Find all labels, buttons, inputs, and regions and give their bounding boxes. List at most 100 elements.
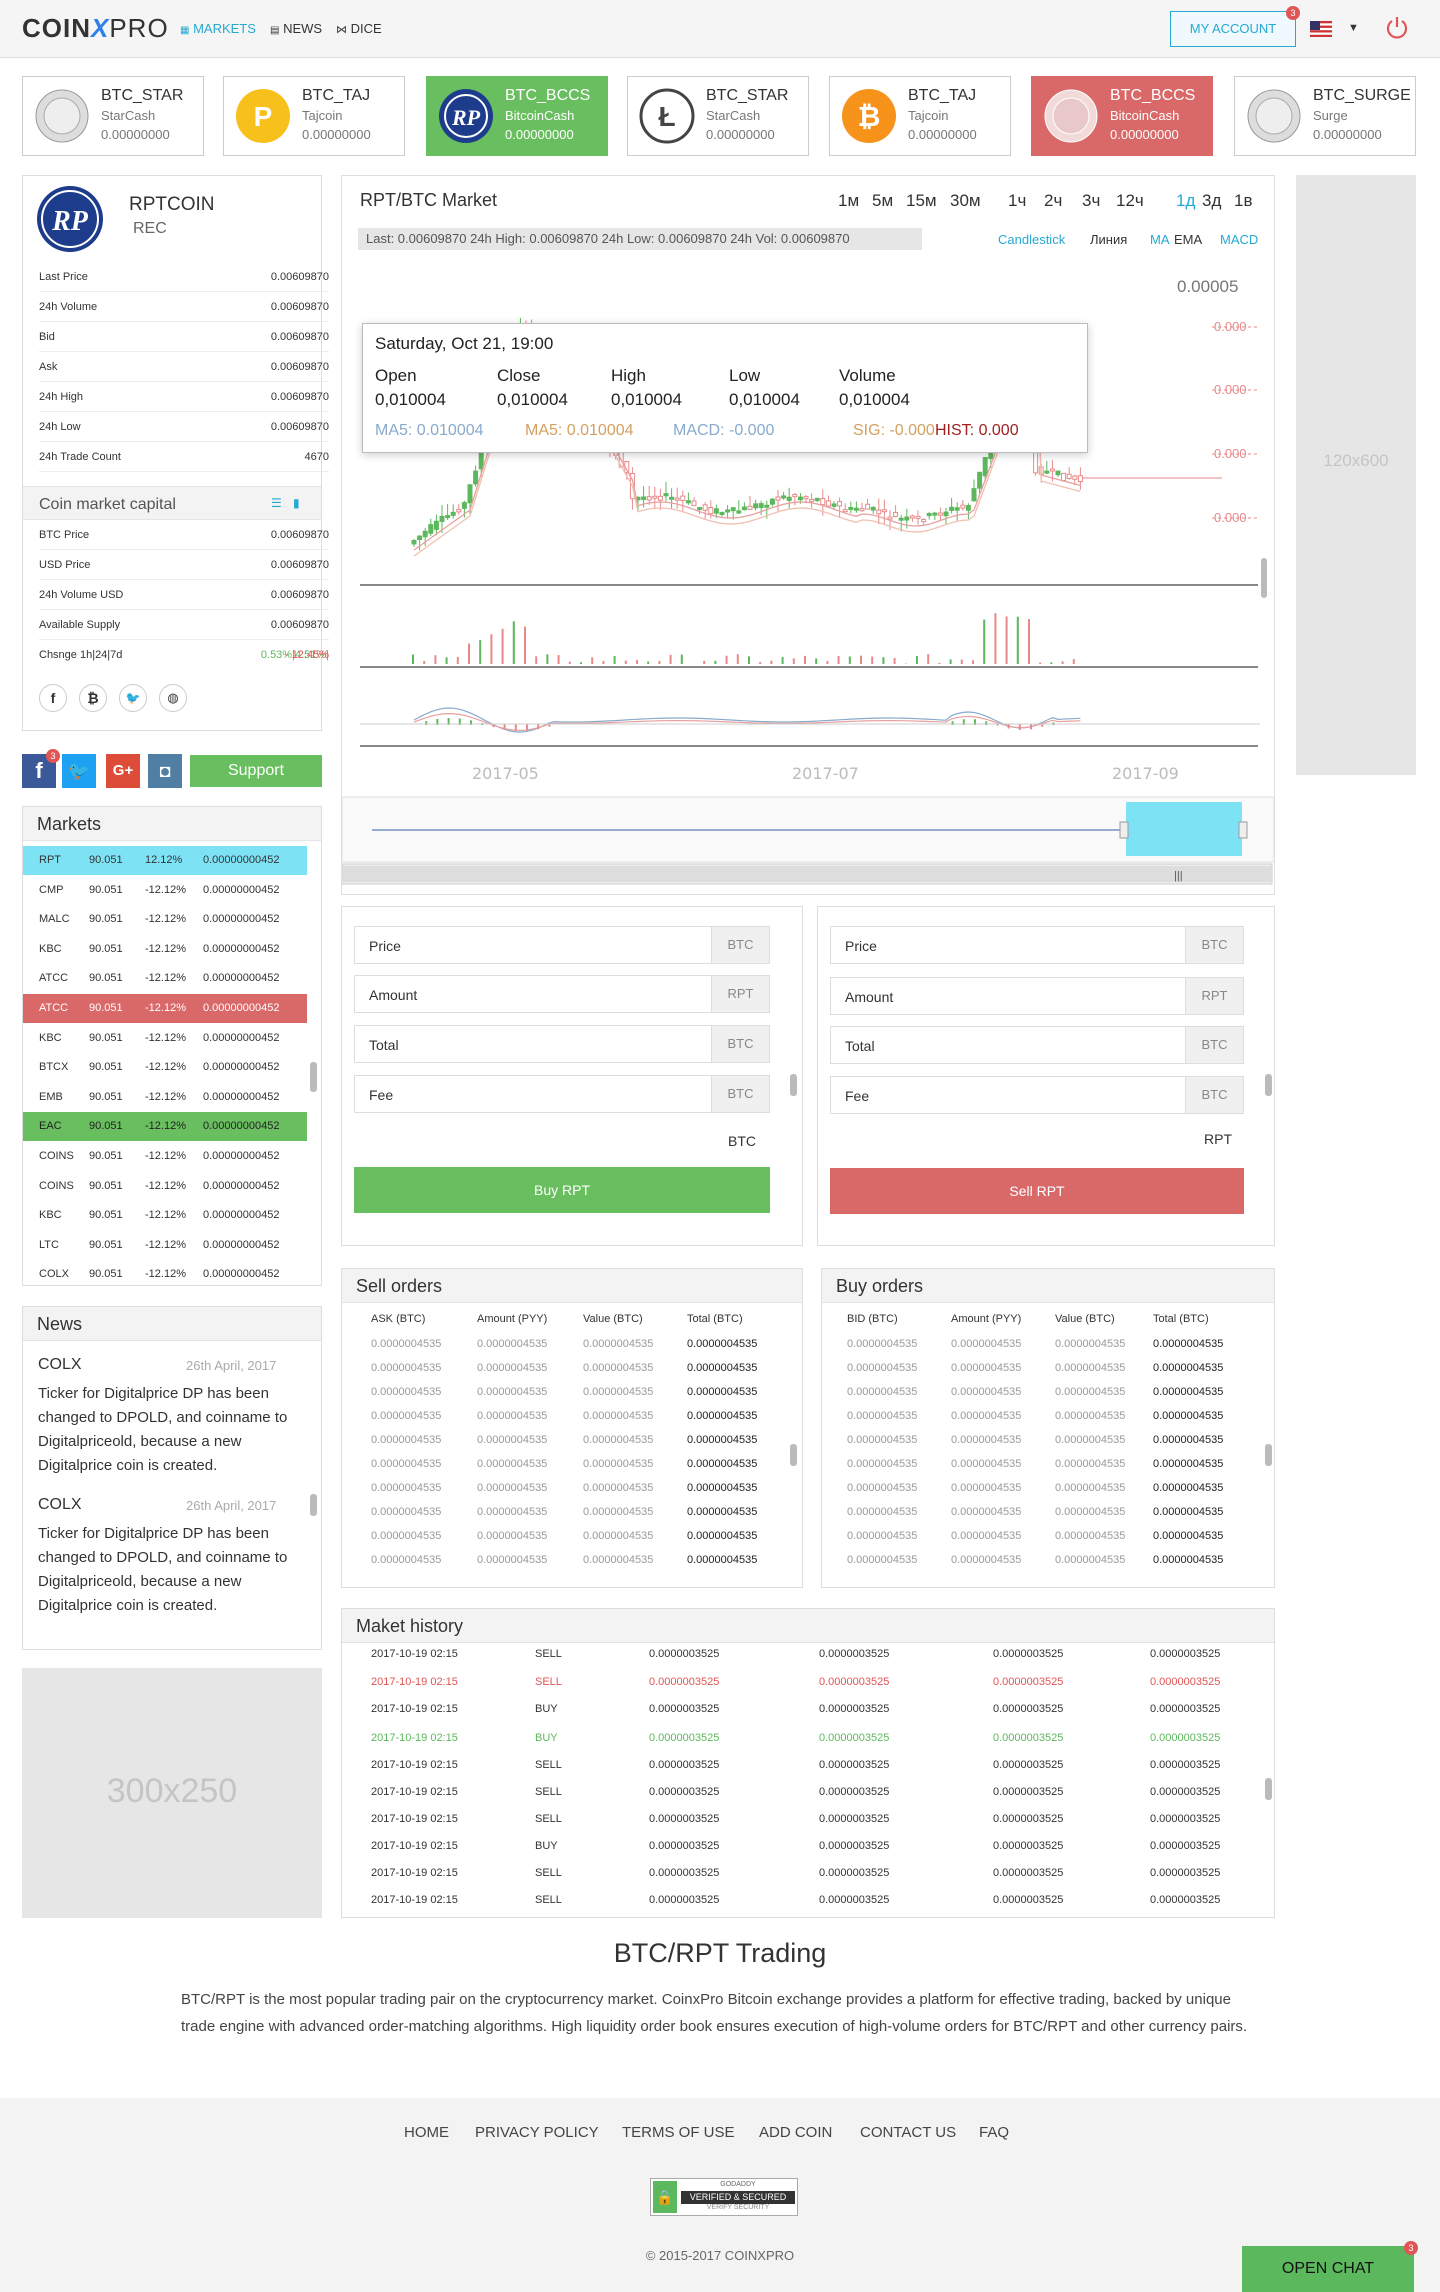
list-view-icon[interactable]: ☰	[271, 496, 282, 510]
interval-1[interactable]: 1м	[838, 191, 860, 210]
godaddy-seal[interactable]: 🔒 GODADDY VERIFIED & SECURED VERIFY SECU…	[650, 2178, 798, 2216]
order-cell[interactable]: 0.0000004535	[371, 1458, 442, 1470]
order-cell[interactable]: 0.0000004535	[847, 1362, 918, 1374]
market-row[interactable]: EMB 90.051 -12.12% 0.00000000452	[23, 1083, 307, 1112]
interval-4[interactable]: 30м	[950, 191, 981, 210]
buy-amount-input[interactable]: Amount RPT	[354, 975, 770, 1013]
twitter-share-icon[interactable]: 🐦	[62, 754, 96, 788]
market-row[interactable]: ATCC 90.051 -12.12% 0.00000000452	[23, 994, 307, 1023]
interval-6[interactable]: 2ч	[1044, 191, 1063, 210]
sell-fee-input[interactable]: Fee BTC	[830, 1076, 1244, 1114]
order-cell[interactable]: 0.0000004535	[371, 1530, 442, 1542]
buy-rpt-button[interactable]: Buy RPT	[354, 1167, 770, 1213]
candlestick-toggle[interactable]: Candlestick	[998, 232, 1066, 247]
interval-7[interactable]: 3ч	[1082, 191, 1101, 210]
line-toggle[interactable]: Линия	[1090, 232, 1128, 247]
navigator-scroll-thumb[interactable]	[342, 866, 1272, 882]
sell-total-input[interactable]: Total BTC	[830, 1026, 1244, 1064]
interval-11[interactable]: 1в	[1234, 191, 1253, 210]
ad-120x600[interactable]: 120x600	[1296, 175, 1416, 775]
order-cell[interactable]: 0.0000004535	[847, 1482, 918, 1494]
coin-card-btc-star[interactable]: BTC_STAR StarCash 0.00000000	[22, 76, 204, 156]
market-row[interactable]: COLX 90.051 -12.12% 0.00000000452	[23, 1260, 307, 1289]
interval-3[interactable]: 15м	[906, 191, 937, 210]
sell-form-scrollbar[interactable]	[1265, 1074, 1272, 1096]
order-cell[interactable]: 0.0000004535	[847, 1530, 918, 1542]
interval-8[interactable]: 12ч	[1116, 191, 1144, 210]
open-chat-button[interactable]: OPEN CHAT	[1242, 2246, 1414, 2292]
coin-card-btc-taj[interactable]: P BTC_TAJ Tajcoin 0.00000000	[223, 76, 405, 156]
my-account-button[interactable]: MY ACCOUNT	[1170, 11, 1296, 47]
interval-2[interactable]: 5м	[872, 191, 894, 210]
order-cell[interactable]: 0.0000004535	[847, 1434, 918, 1446]
twitter-icon[interactable]: 🐦	[119, 684, 147, 712]
order-cell[interactable]: 0.0000004535	[847, 1458, 918, 1470]
ad-300x250[interactable]: 300x250	[22, 1668, 322, 1918]
nav-dice[interactable]: ⋈ DICE	[336, 21, 382, 36]
market-row[interactable]: COINS 90.051 -12.12% 0.00000000452	[23, 1172, 307, 1201]
navigator-window[interactable]	[1126, 802, 1242, 856]
order-cell[interactable]: 0.0000004535	[371, 1362, 442, 1374]
globe-icon[interactable]: ◍	[159, 684, 187, 712]
coin-card-btc-taj[interactable]: ₿ BTC_TAJ Tajcoin 0.00000000	[829, 76, 1011, 156]
interval-9[interactable]: 1д	[1176, 191, 1196, 210]
order-cell[interactable]: 0.0000004535	[847, 1410, 918, 1422]
navigator-handle-left[interactable]	[1119, 821, 1129, 839]
order-cell[interactable]: 0.0000004535	[847, 1506, 918, 1518]
order-cell[interactable]: 0.0000004535	[847, 1338, 918, 1350]
market-row[interactable]: COINS 90.051 -12.12% 0.00000000452	[23, 1142, 307, 1171]
language-selector[interactable]	[1310, 19, 1342, 39]
footer-link-terms-of-use[interactable]: TERMS OF USE	[622, 2124, 735, 2141]
market-row[interactable]: KBC 90.051 -12.12% 0.00000000452	[23, 1024, 307, 1053]
markets-scrollbar[interactable]	[310, 1062, 317, 1092]
market-row[interactable]: CMP 90.051 -12.12% 0.00000000452	[23, 876, 307, 905]
news-coin[interactable]: COLX	[38, 1496, 82, 1513]
order-cell[interactable]: 0.0000004535	[371, 1434, 442, 1446]
market-row[interactable]: LTC 90.051 -12.12% 0.00000000452	[23, 1231, 307, 1260]
instagram-share-icon[interactable]: ◘	[148, 754, 182, 788]
sell-amount-input[interactable]: Amount RPT	[830, 977, 1244, 1015]
order-cell[interactable]: 0.0000004535	[371, 1338, 442, 1350]
coin-card-btc-star[interactable]: Ł BTC_STAR StarCash 0.00000000	[627, 76, 809, 156]
market-row[interactable]: ATCC 90.051 -12.12% 0.00000000452	[23, 964, 307, 993]
market-row[interactable]: BTCX 90.051 -12.12% 0.00000000452	[23, 1053, 307, 1082]
footer-link-add-coin[interactable]: ADD COIN	[759, 2124, 833, 2141]
order-cell[interactable]: 0.0000004535	[371, 1506, 442, 1518]
coin-card-btc-surge[interactable]: BTC_SURGE Surge 0.00000000	[1234, 76, 1416, 156]
sell-orders-scrollbar[interactable]	[790, 1444, 797, 1466]
buy-orders-scrollbar[interactable]	[1265, 1444, 1272, 1466]
footer-link-privacy-policy[interactable]: PRIVACY POLICY	[475, 2124, 599, 2141]
buy-form-scrollbar[interactable]	[790, 1074, 797, 1096]
footer-link-home[interactable]: HOME	[404, 2124, 449, 2141]
order-cell[interactable]: 0.0000004535	[371, 1410, 442, 1422]
sell-price-input[interactable]: Price BTC	[830, 926, 1244, 964]
order-cell[interactable]: 0.0000004535	[371, 1554, 442, 1566]
interval-5[interactable]: 1ч	[1008, 191, 1027, 210]
google-plus-share-icon[interactable]: G+	[106, 754, 140, 788]
ema-toggle[interactable]: EMA	[1174, 232, 1203, 247]
navigator-handle-right[interactable]	[1238, 821, 1248, 839]
chart-scrollbar[interactable]	[1261, 558, 1267, 598]
nav-markets[interactable]: ▦ MARKETS	[180, 21, 256, 36]
history-scrollbar[interactable]	[1265, 1778, 1272, 1800]
coin-card-btc-bccs[interactable]: RP BTC_BCCS BitcoinCash 0.00000000	[426, 76, 608, 156]
power-button[interactable]	[1384, 14, 1410, 40]
facebook-icon[interactable]: f	[39, 684, 67, 712]
macd-toggle[interactable]: MACD	[1220, 232, 1259, 247]
nav-news[interactable]: ▤ NEWS	[270, 21, 322, 36]
ma-toggle[interactable]: MA	[1150, 232, 1170, 247]
market-row[interactable]: MALC 90.051 -12.12% 0.00000000452	[23, 905, 307, 934]
order-cell[interactable]: 0.0000004535	[847, 1386, 918, 1398]
order-cell[interactable]: 0.0000004535	[371, 1482, 442, 1494]
chart-view-icon[interactable]: ▮	[293, 496, 300, 510]
interval-10[interactable]: 3д	[1202, 191, 1222, 210]
market-row[interactable]: EAC 90.051 -12.12% 0.00000000452	[23, 1112, 307, 1142]
footer-link-faq[interactable]: FAQ	[979, 2124, 1010, 2141]
order-cell[interactable]: 0.0000004535	[371, 1386, 442, 1398]
support-button[interactable]: Support	[190, 755, 322, 787]
coinxpro-logo[interactable]: COINXPRO	[22, 13, 169, 44]
buy-fee-input[interactable]: Fee BTC	[354, 1075, 770, 1113]
chevron-down-icon[interactable]: ▼	[1348, 22, 1359, 34]
bitcoin-icon[interactable]: ₿	[79, 684, 107, 712]
market-row[interactable]: KBC 90.051 -12.12% 0.00000000452	[23, 935, 307, 964]
